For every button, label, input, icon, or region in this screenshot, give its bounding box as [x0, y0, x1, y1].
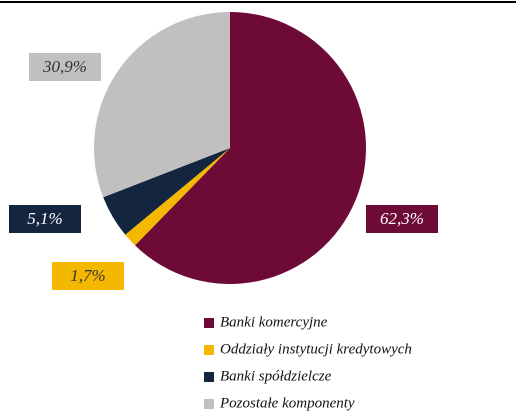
data-label: 30,9%: [42, 57, 87, 76]
legend-swatch: [204, 318, 214, 328]
legend-swatch: [204, 345, 214, 355]
data-label: 1,7%: [70, 266, 105, 285]
legend-label: Pozostałe komponenty: [219, 395, 355, 411]
pie-slice: [103, 148, 230, 235]
pie-slice: [125, 148, 230, 246]
legend-label: Banki komercyjne: [220, 314, 328, 330]
label-box: [9, 205, 81, 233]
label-box: [29, 53, 101, 81]
pie-slice: [135, 12, 367, 284]
legend-label: Banki spółdzielcze: [220, 368, 332, 384]
legend-swatch: [204, 399, 214, 409]
legend-swatch: [204, 372, 214, 382]
legend-label: Oddziały instytucji kredytowych: [220, 341, 412, 357]
data-label: 5,1%: [27, 209, 62, 228]
data-label: 62,3%: [380, 209, 424, 228]
pie-slice: [93, 12, 231, 198]
label-box: [366, 205, 438, 233]
label-box: [52, 262, 124, 290]
